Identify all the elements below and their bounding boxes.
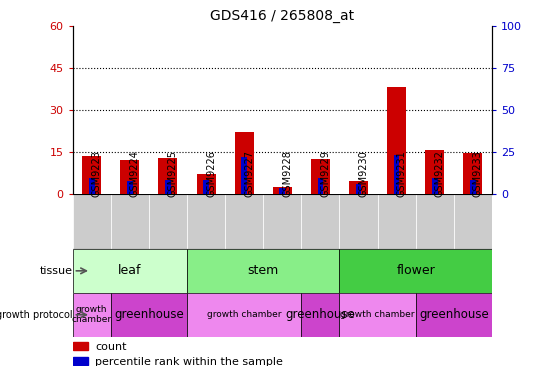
Bar: [187, 249, 339, 293]
Bar: [165, 180, 171, 194]
Bar: [416, 293, 492, 337]
Text: GSM9227: GSM9227: [244, 150, 254, 197]
Bar: [432, 179, 438, 194]
Bar: [356, 184, 361, 194]
Bar: [273, 187, 292, 194]
Bar: [349, 182, 368, 194]
Bar: [301, 194, 339, 249]
Text: flower: flower: [396, 264, 435, 277]
Bar: [73, 293, 111, 337]
Title: GDS416 / 265808_at: GDS416 / 265808_at: [210, 9, 354, 23]
Bar: [158, 157, 178, 194]
Text: GSM9224: GSM9224: [130, 150, 140, 197]
Text: percentile rank within the sample: percentile rank within the sample: [95, 357, 283, 366]
Bar: [339, 249, 492, 293]
Text: GSM9233: GSM9233: [473, 150, 483, 197]
Bar: [203, 180, 209, 194]
Text: tissue: tissue: [40, 266, 73, 276]
Text: greenhouse: greenhouse: [114, 308, 184, 321]
Bar: [82, 156, 101, 194]
Bar: [470, 180, 476, 194]
Text: GSM9228: GSM9228: [282, 150, 292, 197]
Text: GSM9229: GSM9229: [320, 150, 330, 197]
Text: GSM9226: GSM9226: [206, 150, 216, 197]
Bar: [149, 194, 187, 249]
Text: greenhouse: greenhouse: [419, 308, 489, 321]
Bar: [416, 194, 454, 249]
Bar: [311, 159, 330, 194]
Bar: [425, 150, 444, 194]
Text: count: count: [95, 342, 127, 352]
Bar: [73, 356, 88, 365]
Text: GSM9231: GSM9231: [397, 150, 406, 197]
Bar: [339, 194, 377, 249]
Text: GSM9230: GSM9230: [358, 150, 368, 197]
Text: stem: stem: [248, 264, 279, 277]
Bar: [73, 194, 111, 249]
Bar: [463, 153, 482, 194]
Bar: [120, 160, 139, 194]
Bar: [111, 293, 187, 337]
Bar: [73, 342, 88, 350]
Text: GSM9225: GSM9225: [168, 150, 178, 197]
Bar: [197, 174, 216, 194]
Text: growth protocol: growth protocol: [0, 310, 73, 320]
Bar: [339, 293, 416, 337]
Bar: [318, 179, 323, 194]
Bar: [377, 194, 416, 249]
Bar: [73, 249, 187, 293]
Bar: [301, 293, 339, 337]
Bar: [241, 157, 247, 194]
Text: GSM9232: GSM9232: [435, 150, 445, 197]
Text: growth
chamber: growth chamber: [72, 305, 112, 325]
Bar: [235, 132, 254, 194]
Bar: [89, 179, 94, 194]
Bar: [454, 194, 492, 249]
Text: leaf: leaf: [118, 264, 141, 277]
Bar: [394, 155, 400, 194]
Text: growth chamber: growth chamber: [207, 310, 281, 319]
Text: greenhouse: greenhouse: [286, 308, 356, 321]
Bar: [280, 188, 285, 194]
Text: growth chamber: growth chamber: [340, 310, 415, 319]
Text: GSM9223: GSM9223: [92, 150, 102, 197]
Bar: [187, 194, 225, 249]
Bar: [187, 293, 301, 337]
Bar: [263, 194, 301, 249]
Bar: [387, 87, 406, 194]
Bar: [111, 194, 149, 249]
Bar: [225, 194, 263, 249]
Bar: [127, 182, 132, 194]
